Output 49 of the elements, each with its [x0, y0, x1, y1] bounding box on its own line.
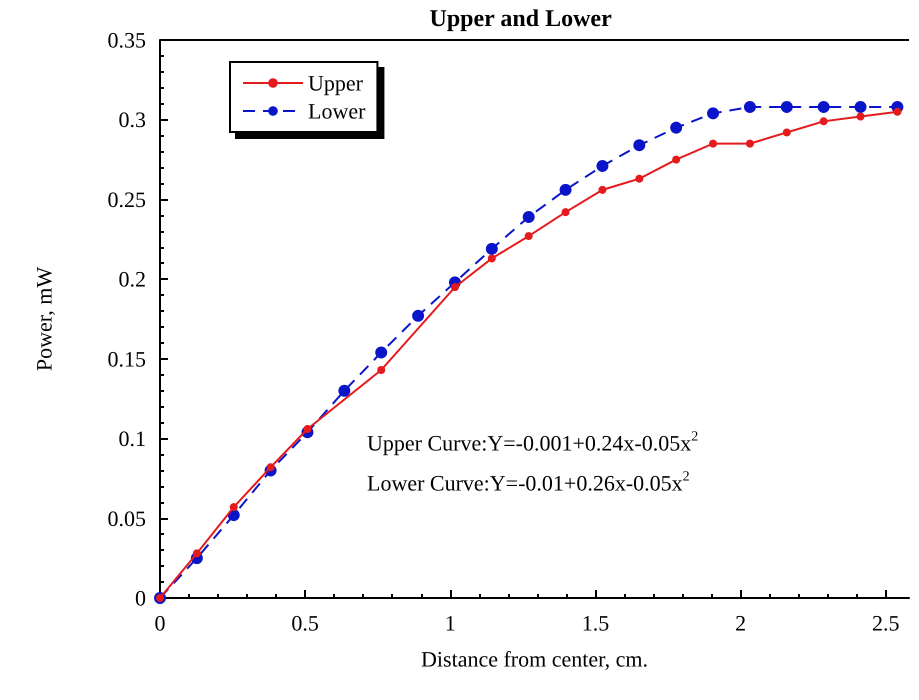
- y-tick-label: 0.1: [118, 426, 146, 452]
- point: [192, 549, 201, 558]
- point: [598, 186, 606, 194]
- point: [820, 117, 828, 126]
- point: [818, 100, 830, 113]
- point: [854, 100, 867, 113]
- y-tick-label: 0.3: [118, 107, 146, 132]
- point: [450, 283, 459, 292]
- point: [782, 128, 791, 136]
- point: [412, 310, 424, 322]
- y-tick-label: 0.35: [108, 28, 146, 52]
- x-tick-label: 2.5: [872, 610, 900, 636]
- y-axis-title: Power, mW: [32, 266, 56, 372]
- x-tick-label: 1: [444, 610, 456, 636]
- point: [524, 232, 533, 240]
- point: [672, 156, 680, 164]
- point: [377, 366, 386, 374]
- x-tick-label: 0.5: [291, 610, 319, 636]
- point: [560, 184, 572, 196]
- point: [338, 384, 350, 397]
- point: [893, 108, 902, 116]
- x-axis-title: Distance from center, cm.: [421, 646, 648, 672]
- point: [670, 122, 682, 134]
- point: [746, 140, 754, 148]
- legend-label: Lower: [308, 98, 366, 124]
- point: [744, 100, 756, 113]
- x-tick-label: 0: [154, 610, 166, 636]
- point: [856, 112, 865, 121]
- y-tick-label: 0.05: [108, 506, 146, 531]
- point: [562, 208, 570, 216]
- legend-label: Upper: [308, 70, 364, 96]
- point: [709, 140, 718, 148]
- point: [780, 100, 793, 113]
- point: [635, 174, 644, 183]
- y-tick-label: 0: [135, 586, 146, 610]
- point: [596, 160, 608, 172]
- point: [707, 107, 720, 120]
- point: [230, 503, 238, 512]
- y-tick-label: 0.15: [108, 346, 146, 372]
- x-tick-label: 1.5: [582, 610, 610, 636]
- x-tick-label: 2: [735, 610, 746, 636]
- point: [486, 242, 498, 255]
- y-tick-label: 0.2: [118, 266, 146, 292]
- point: [522, 210, 535, 223]
- chart-title: Upper and Lower: [430, 6, 612, 32]
- point: [488, 254, 496, 262]
- y-tick-label: 0.25: [108, 186, 146, 212]
- point: [375, 346, 388, 358]
- point: [633, 139, 646, 152]
